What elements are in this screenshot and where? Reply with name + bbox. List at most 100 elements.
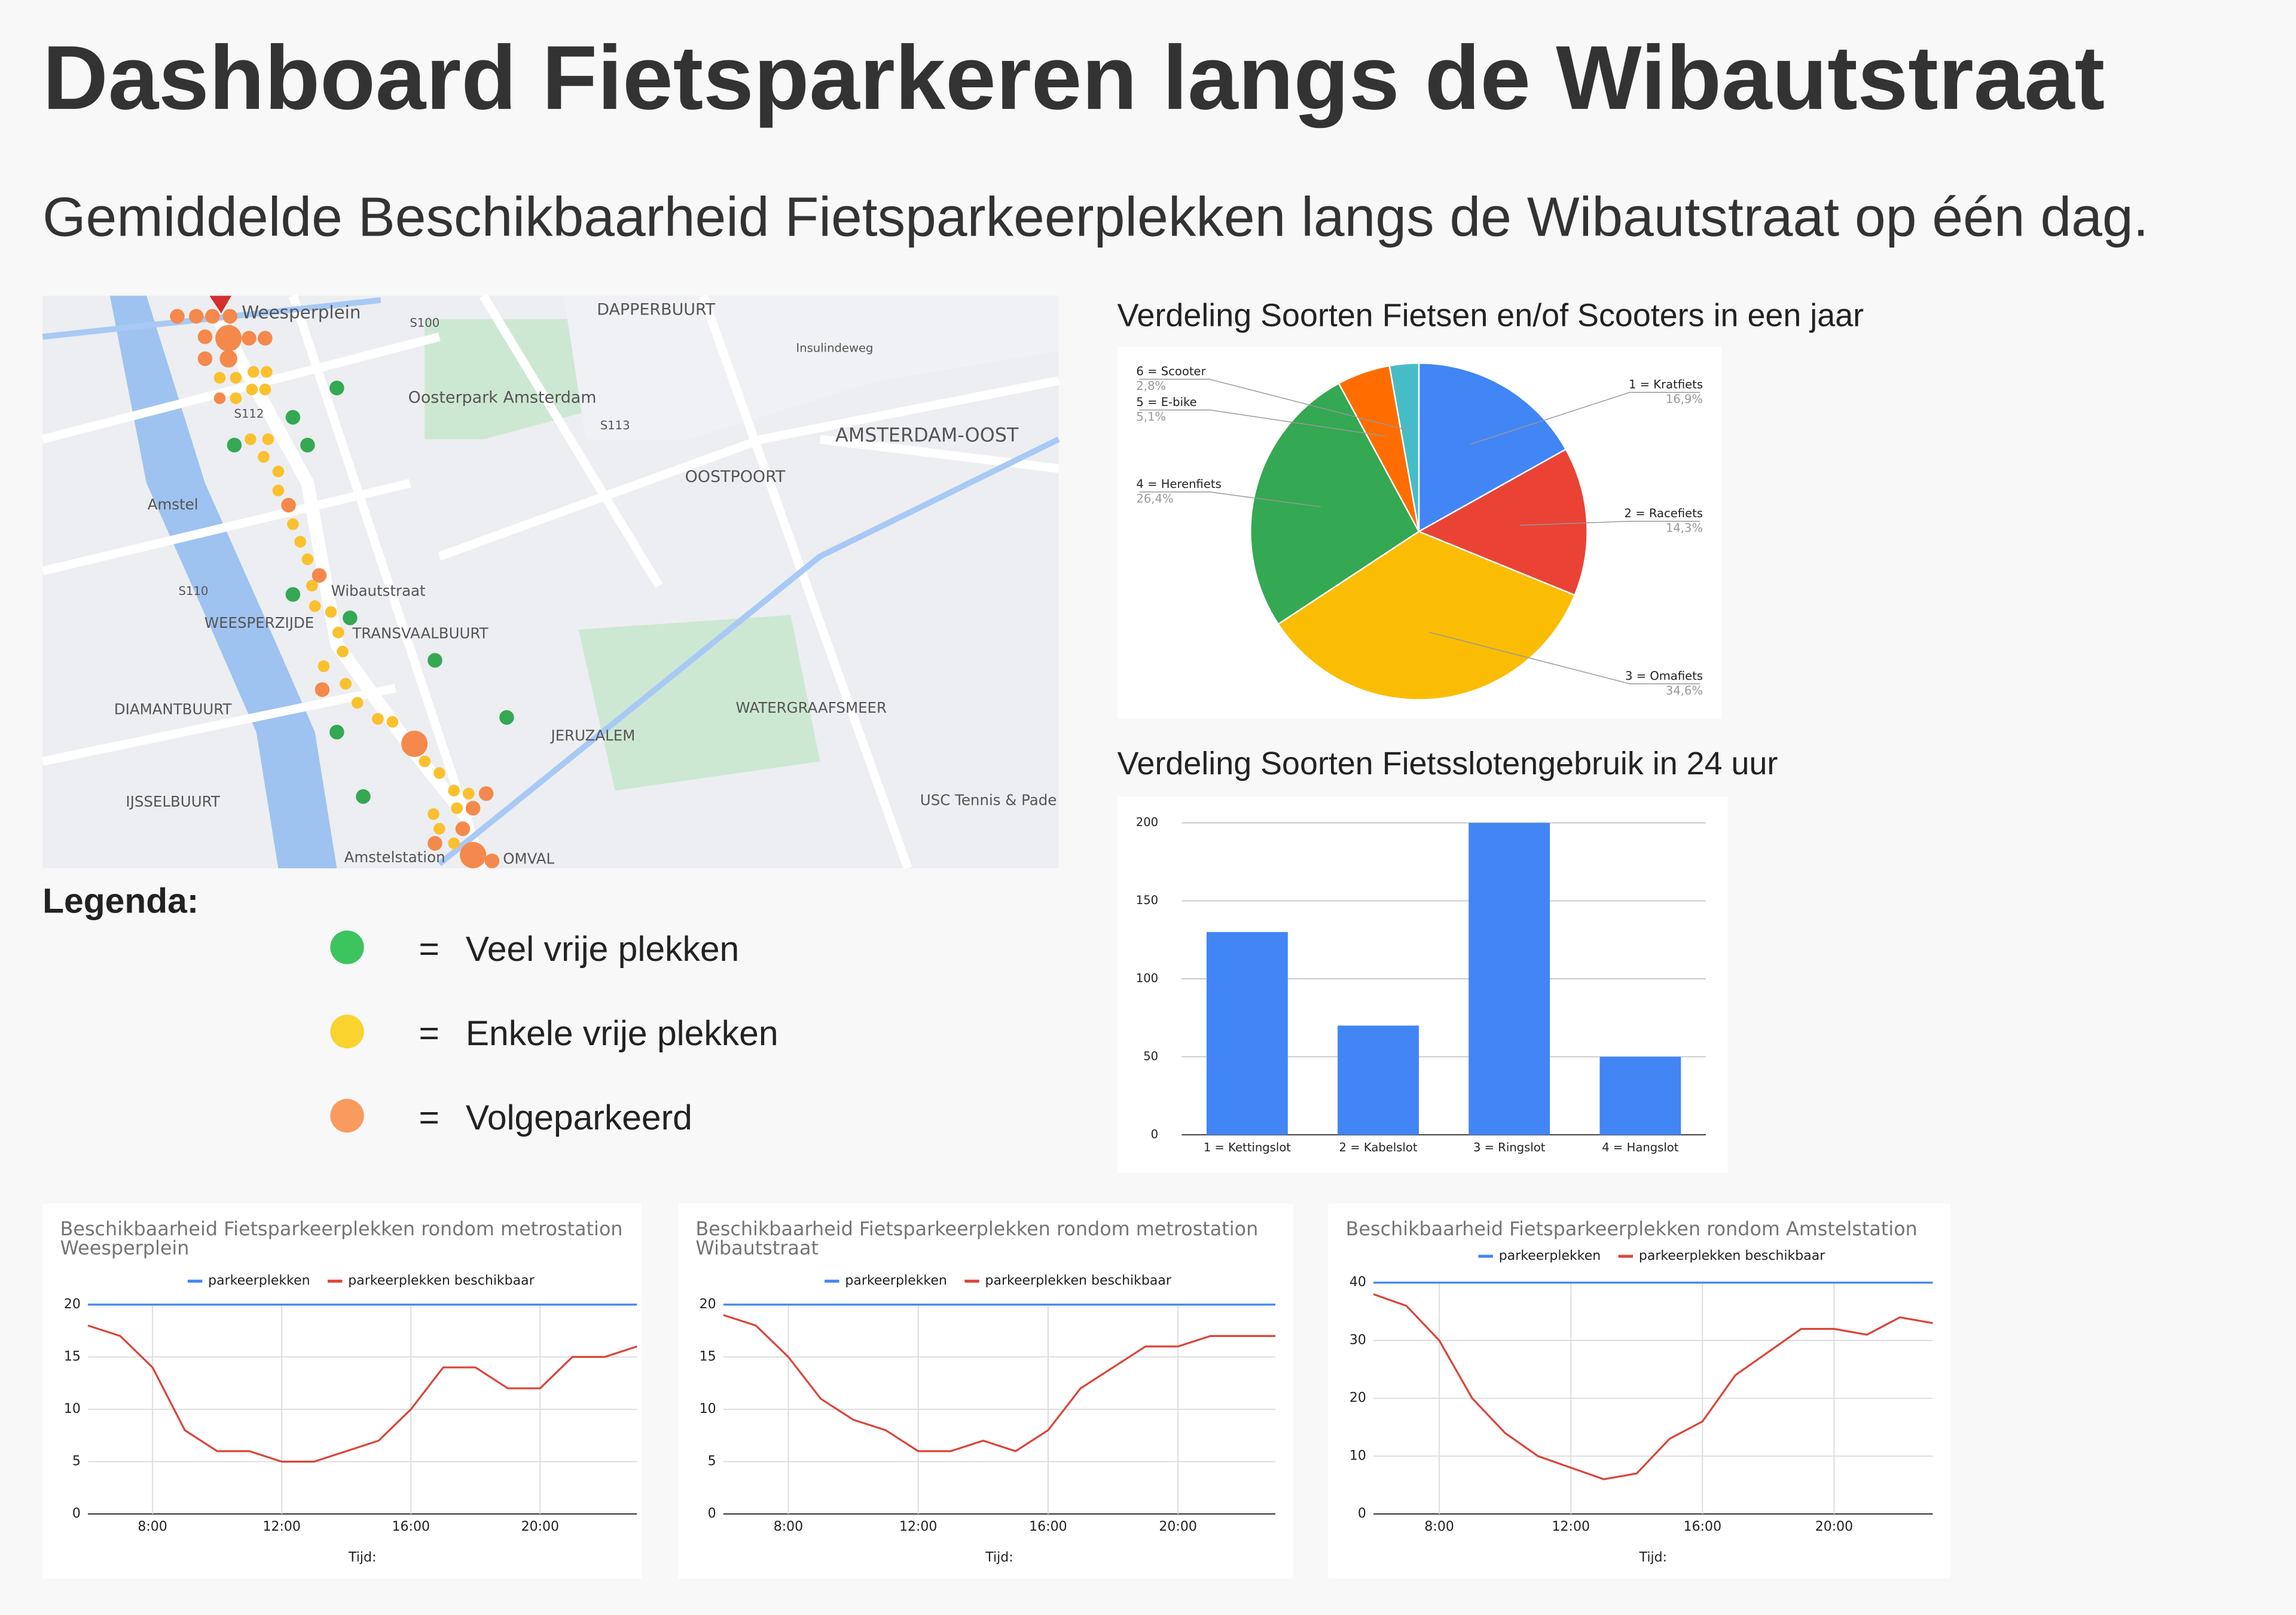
water xyxy=(109,295,337,869)
y-tick-label: 10 xyxy=(1349,1448,1366,1463)
y-tick-label: 30 xyxy=(1349,1333,1366,1348)
chart-title: Beschikbaarheid Fietsparkeerplekken rond… xyxy=(695,1217,1264,1259)
y-tick-label: 40 xyxy=(1349,1275,1366,1290)
y-tick-label: 0 xyxy=(1358,1506,1366,1521)
map-dot xyxy=(197,351,213,367)
map-label: WEESPERZIJDE xyxy=(204,614,314,631)
map-label: Weesperplein xyxy=(242,303,361,323)
pie-label: 4 = Herenfiets xyxy=(1136,477,1221,491)
x-tick-label: 8:00 xyxy=(138,1519,167,1534)
x-tick-label: 12:00 xyxy=(899,1519,937,1534)
map-dot xyxy=(332,627,344,639)
line-panel xyxy=(677,1203,1293,1579)
y-tick-label: 20 xyxy=(64,1297,81,1312)
line-series xyxy=(87,1324,637,1463)
map-label: Insulindeweg xyxy=(796,341,873,355)
map-dot xyxy=(230,371,242,384)
map-dot xyxy=(300,438,315,453)
map-dot xyxy=(272,484,285,497)
pie-value-label: 14,3% xyxy=(1666,521,1703,535)
map-dot xyxy=(329,725,344,740)
x-tick-label: 2 = Kabelslot xyxy=(1339,1140,1418,1154)
map-dot xyxy=(213,392,226,404)
legend-swatch xyxy=(330,1098,364,1133)
map-dot xyxy=(189,309,204,324)
x-tick-label: 20:00 xyxy=(521,1519,559,1534)
map-dot xyxy=(499,710,514,725)
map-dot xyxy=(329,380,344,396)
map-dot xyxy=(301,553,314,566)
map-dot xyxy=(325,606,337,618)
map-dot xyxy=(294,536,306,548)
map-label: WATERGRAAFSMEER xyxy=(736,699,887,716)
map-dot xyxy=(262,433,274,445)
y-tick-label: 20 xyxy=(1349,1391,1366,1406)
map-dot xyxy=(258,331,273,346)
map-label: S100 xyxy=(410,316,439,330)
y-tick-label: 100 xyxy=(1136,972,1158,985)
line-panel xyxy=(42,1203,642,1579)
map-dot xyxy=(372,713,384,725)
map-label: Wibautstraat xyxy=(331,582,426,599)
map-dot xyxy=(312,568,327,583)
chart-title: Beschikbaarheid Fietsparkeerplekken rond… xyxy=(1346,1217,1918,1240)
pie-value-label: 2,8% xyxy=(1136,379,1166,393)
map-dot xyxy=(306,579,318,592)
main-street xyxy=(213,319,474,825)
x-axis-label: Tijd: xyxy=(985,1550,1013,1565)
y-tick-label: 10 xyxy=(64,1402,81,1416)
map-dot xyxy=(337,645,349,658)
map-dot xyxy=(248,366,259,378)
leader-line xyxy=(1470,392,1700,445)
x-tick-label: 1 = Kettingslot xyxy=(1204,1140,1291,1154)
x-tick-label: 8:00 xyxy=(774,1519,803,1534)
map-dot xyxy=(465,801,481,816)
x-tick-label: 16:00 xyxy=(392,1519,430,1534)
map-dot xyxy=(356,789,371,804)
legend-swatch xyxy=(330,930,364,964)
legend-separator: = xyxy=(419,1014,439,1053)
pie-label: 3 = Omafiets xyxy=(1625,669,1703,683)
map-label: OMVAL xyxy=(503,850,554,867)
leader-line xyxy=(1139,409,1386,437)
park xyxy=(578,615,820,791)
legend-label: parkeerplekken beschikbaar xyxy=(985,1274,1172,1289)
y-tick-label: 15 xyxy=(700,1349,716,1364)
map-dot xyxy=(213,371,226,384)
pie-slice xyxy=(1277,530,1576,701)
map-label: AMSTERDAM-OOST xyxy=(835,424,1019,447)
map-dot xyxy=(230,392,242,404)
bar xyxy=(1338,1025,1419,1135)
leader-line xyxy=(1519,521,1700,526)
map-dot xyxy=(433,767,445,779)
x-tick-label: 12:00 xyxy=(1552,1519,1590,1534)
x-axis-label: Tijd: xyxy=(348,1550,376,1565)
pie-slice xyxy=(1388,362,1420,532)
map-dot xyxy=(281,497,296,513)
map-dot xyxy=(197,329,213,344)
map-dot xyxy=(258,451,270,463)
pie-value-label: 34,6% xyxy=(1666,683,1703,697)
map-dot xyxy=(428,808,439,820)
leader-line xyxy=(1139,378,1410,432)
map-dot xyxy=(428,836,442,851)
map-label: S113 xyxy=(600,419,630,432)
legend-label: parkeerplekken xyxy=(1499,1248,1601,1263)
y-tick-label: 200 xyxy=(1136,816,1158,829)
map-label: IJSSELBUURT xyxy=(126,793,220,810)
x-tick-label: 3 = Ringslot xyxy=(1473,1140,1546,1154)
legend-label: parkeerplekken xyxy=(208,1274,310,1289)
x-tick-label: 4 = Hangslot xyxy=(1602,1140,1678,1154)
x-axis-label: Tijd: xyxy=(1639,1550,1667,1565)
pie-label: 1 = Kratfiets xyxy=(1629,378,1703,392)
map-dot xyxy=(340,677,352,690)
legend-label: Enkele vrije plekken xyxy=(466,1014,778,1053)
page-subtitle: Gemiddelde Beschikbaarheid Fietsparkeerp… xyxy=(42,185,2148,248)
pie-value-label: 5,1% xyxy=(1136,410,1166,423)
y-tick-label: 20 xyxy=(700,1297,716,1312)
charts: Legenda: = Veel vrije plekken = Enkele vrije… xyxy=(42,298,1933,1565)
x-tick-label: 20:00 xyxy=(1159,1519,1196,1534)
pie-value-label: 16,9% xyxy=(1666,392,1703,406)
